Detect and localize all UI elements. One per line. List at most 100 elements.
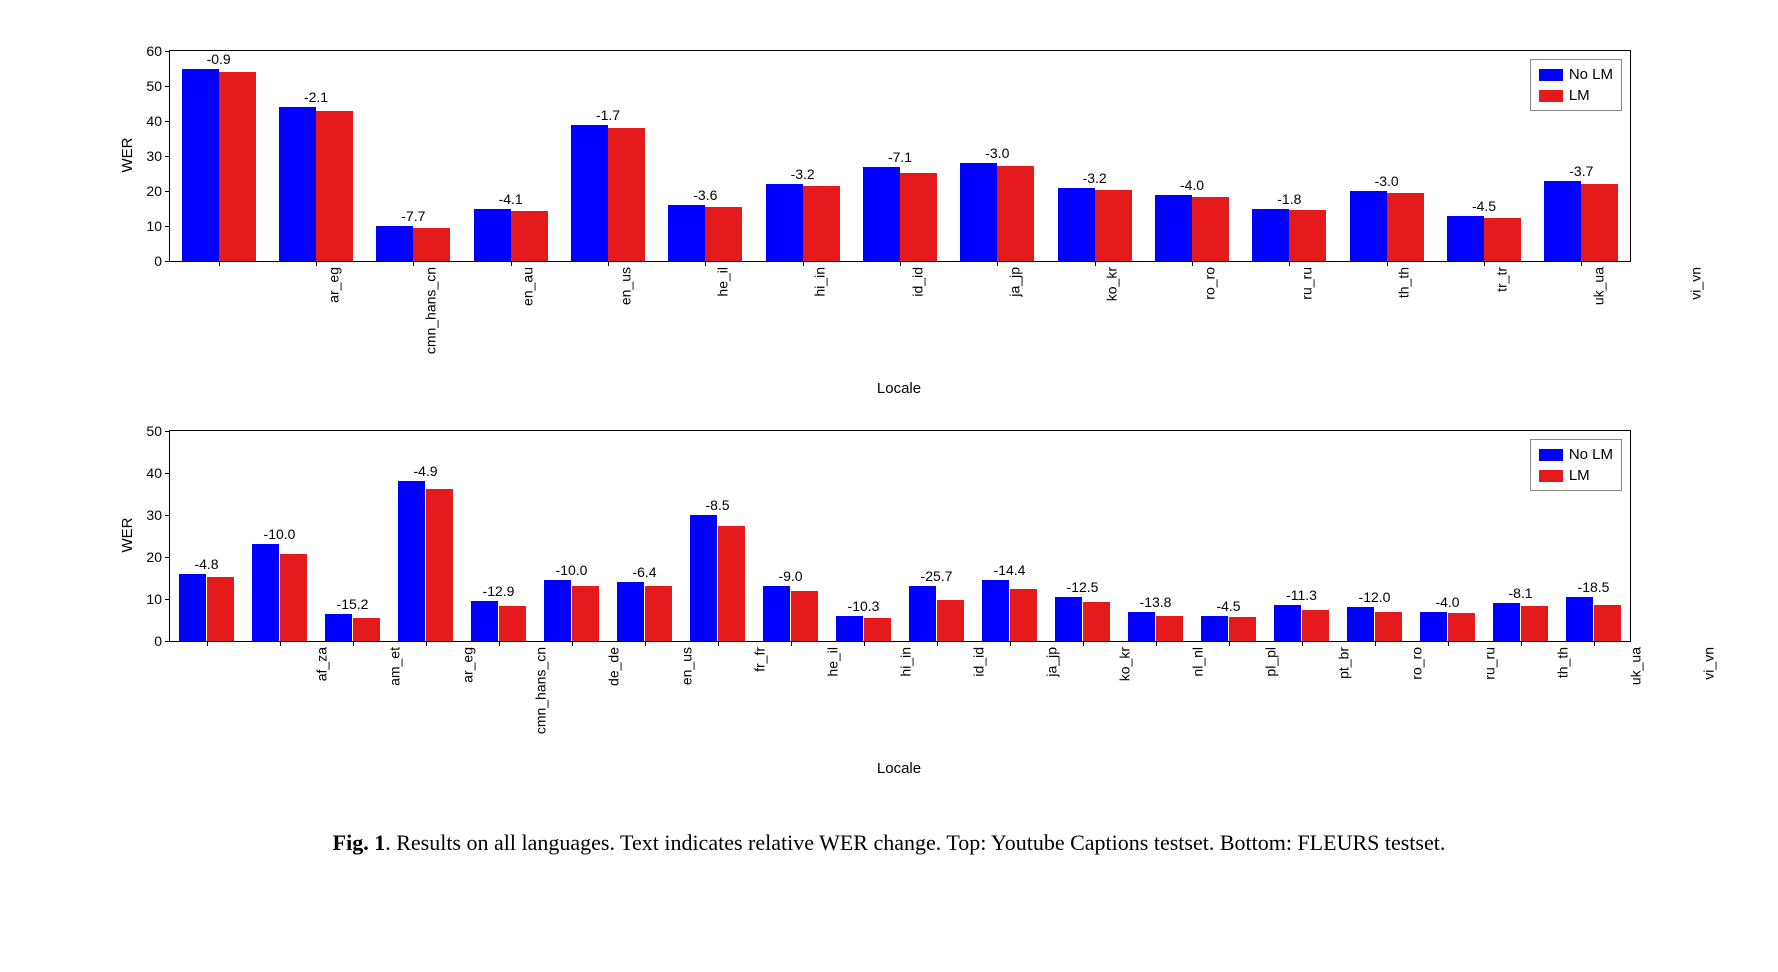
bar-lm (207, 577, 235, 641)
bar-lm (316, 111, 353, 262)
legend-label-nolm: No LM (1569, 444, 1613, 465)
xtick (280, 641, 281, 646)
bar-nolm (376, 226, 413, 261)
xtick (426, 641, 427, 646)
xtick-label: id_id (970, 641, 986, 741)
bar-annotation: -3.2 (1083, 170, 1107, 186)
bar-nolm (1420, 612, 1448, 641)
legend-swatch-nolm (1539, 69, 1563, 81)
xtick (997, 261, 998, 266)
bar-lm (718, 526, 746, 642)
xtick (937, 641, 938, 646)
bar-annotation: -3.7 (1569, 163, 1593, 179)
bar-lm (1387, 193, 1424, 261)
xtick-label: ru_ru (1481, 641, 1497, 741)
xtick-label: uk_ua (1591, 261, 1607, 361)
bar-nolm (1252, 209, 1289, 262)
xtick (353, 641, 354, 646)
ytick-label: 40 (146, 113, 170, 129)
bar-nolm (279, 107, 316, 261)
legend-swatch-lm (1539, 90, 1563, 102)
ytick-label: 0 (154, 253, 170, 269)
bar-annotation: -1.7 (596, 107, 620, 123)
xtick-label: ja_jp (1043, 641, 1059, 741)
bar-nolm (690, 515, 718, 641)
bar-lm (791, 591, 819, 641)
xtick-label: vi_vn (1688, 261, 1704, 361)
bar-annotation: -7.1 (888, 149, 912, 165)
bar-nolm (1058, 188, 1095, 262)
xtick (864, 641, 865, 646)
bar-nolm (474, 209, 511, 262)
legend-label-lm: LM (1569, 85, 1590, 106)
bar-lm (608, 128, 645, 261)
xtick (1192, 261, 1193, 266)
bar-lm (1581, 184, 1618, 261)
bar-nolm (960, 163, 997, 261)
bar-annotation: -3.2 (791, 166, 815, 182)
bar-annotation: -3.0 (1375, 173, 1399, 189)
xtick-label: th_th (1396, 261, 1412, 361)
bar-lm (219, 72, 256, 261)
bar-lm (1484, 218, 1521, 261)
xtick (207, 641, 208, 646)
bar-annotation: -10.3 (848, 598, 880, 614)
xtick (499, 641, 500, 646)
legend-row-lm: LM (1539, 85, 1613, 106)
ytick-label: 20 (146, 549, 170, 565)
legend-label-lm: LM (1569, 465, 1590, 486)
bar-nolm (1201, 616, 1229, 641)
ytick-label: 10 (146, 218, 170, 234)
bar-nolm (1128, 612, 1156, 641)
bar-lm (280, 554, 308, 641)
caption-text: . Results on all languages. Text indicat… (385, 830, 1445, 855)
figure: 0102030405060-0.9ar_eg-2.1cmn_hans_cn-7.… (89, 40, 1689, 856)
bar-annotation: -14.4 (994, 562, 1026, 578)
xtick (316, 261, 317, 266)
bar-nolm (398, 481, 426, 641)
bar-lm (1083, 602, 1111, 641)
xtick-label: ar_eg (325, 261, 341, 361)
bar-lm (705, 207, 742, 261)
bar-annotation: -4.0 (1435, 594, 1459, 610)
xtick-label: ru_ru (1299, 261, 1315, 361)
bar-annotation: -8.1 (1508, 585, 1532, 601)
xtick-label: th_th (1554, 641, 1570, 741)
bar-lm (1302, 610, 1330, 642)
bar-lm (1095, 190, 1132, 261)
xtick-label: pl_pl (1262, 641, 1278, 741)
bar-lm (572, 586, 600, 641)
bar-lm (997, 166, 1034, 261)
bar-nolm (766, 184, 803, 261)
bar-nolm (471, 601, 499, 641)
xtick-label: id_id (909, 261, 925, 361)
legend-label-nolm: No LM (1569, 64, 1613, 85)
ytick-label: 50 (146, 78, 170, 94)
xtick (413, 261, 414, 266)
bar-nolm (763, 586, 791, 641)
xtick-label: he_il (715, 261, 731, 361)
legend-row-nolm: No LM (1539, 444, 1613, 465)
xtick-label: ro_ro (1408, 641, 1424, 741)
chart-top-panel: 0102030405060-0.9ar_eg-2.1cmn_hans_cn-7.… (89, 40, 1689, 400)
ytick-label: 0 (154, 633, 170, 649)
bar-annotation: -15.2 (337, 596, 369, 612)
bar-nolm (1544, 181, 1581, 262)
xtick (645, 641, 646, 646)
bar-lm (499, 606, 527, 641)
xtick-label: cmn_hans_cn (423, 261, 439, 361)
bar-lm (413, 228, 450, 261)
xtick-label: vi_vn (1700, 641, 1716, 741)
bar-annotation: -13.8 (1140, 594, 1172, 610)
bar-annotation: -1.8 (1277, 191, 1301, 207)
bar-annotation: -4.1 (499, 191, 523, 207)
bar-nolm (1347, 607, 1375, 641)
bar-lm (1375, 612, 1403, 641)
bar-lm (426, 489, 454, 641)
bar-nolm (1350, 191, 1387, 261)
bar-annotation: -10.0 (556, 562, 588, 578)
xtick-label: am_et (386, 641, 402, 741)
bar-annotation: -12.9 (483, 583, 515, 599)
bar-nolm (182, 69, 219, 262)
bar-annotation: -4.8 (194, 556, 218, 572)
